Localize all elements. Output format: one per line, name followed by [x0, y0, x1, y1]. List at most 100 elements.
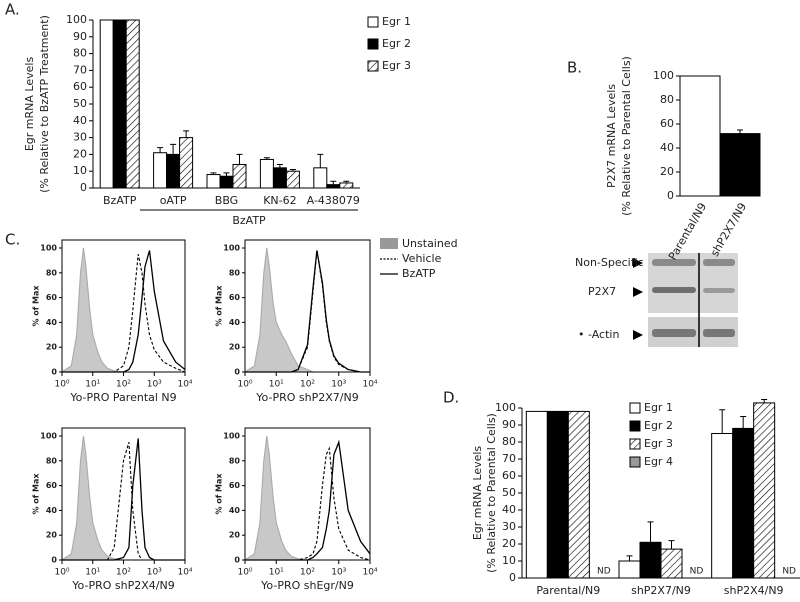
bar — [660, 548, 683, 579]
error-bar — [668, 540, 675, 550]
legend-swatch — [629, 438, 641, 450]
error-bar — [719, 409, 726, 434]
y-tick-label: 80 — [660, 93, 674, 106]
bar — [639, 541, 662, 579]
y-axis-label: % of Max — [215, 473, 224, 515]
y-tick-label: 20 — [73, 147, 87, 160]
y-tick-label: 80 — [229, 456, 241, 465]
legend-swatch — [367, 60, 379, 72]
area-fill — [245, 436, 370, 560]
group-label: BzATP — [232, 214, 266, 227]
y-tick-label: 60 — [229, 481, 241, 490]
y-tick-label: 40 — [46, 506, 58, 515]
x-tick-label: 10⁴ — [177, 380, 192, 390]
y-tick-label: 0 — [509, 571, 516, 584]
x-axis-label: Yo-PRO shP2X4/N9 — [71, 579, 174, 592]
y-tick-label: 100 — [40, 432, 57, 441]
bar — [711, 433, 734, 579]
error-bar — [170, 143, 177, 155]
y-tick-label: 0 — [667, 189, 674, 202]
x-tick-label: 10³ — [147, 568, 162, 578]
y-tick-label: 10 — [502, 554, 516, 567]
bar — [525, 410, 548, 579]
y-tick-label: 100 — [223, 432, 240, 441]
x-tick-label: 10³ — [331, 568, 346, 578]
y-tick-label: 40 — [73, 114, 87, 127]
legend-label: Egr 2 — [644, 419, 673, 432]
legend-swatch — [367, 38, 379, 50]
blot-label: • -Actin — [578, 328, 619, 341]
x-tick-label: 10⁰ — [237, 568, 252, 578]
y-tick-label: 60 — [502, 469, 516, 482]
y-tick-label: 0 — [234, 368, 240, 377]
y-tick-label: 80 — [46, 268, 58, 277]
x-tick-label: 10³ — [147, 380, 162, 390]
x-tick-label: 10⁴ — [177, 568, 192, 578]
nd-label: ND — [597, 567, 611, 577]
y-tick-label: 20 — [229, 531, 241, 540]
error-bar — [626, 555, 633, 561]
y-tick-label: 30 — [502, 520, 516, 533]
y-tick-label: 50 — [502, 486, 516, 499]
error-bar — [343, 180, 350, 183]
y-tick-label: 20 — [502, 537, 516, 550]
legend-label: Vehicle — [402, 252, 442, 265]
error-bar — [236, 153, 243, 165]
y-tick-label: 90 — [73, 30, 87, 43]
x-tick-label: 10² — [300, 380, 315, 390]
legend-label: Egr 1 — [382, 15, 411, 28]
y-tick-label: 100 — [66, 13, 87, 26]
error-bar — [210, 172, 217, 175]
bar — [546, 410, 569, 579]
x-axis-label: Yo-PRO Parental N9 — [69, 391, 176, 404]
panel-label: A. — [5, 1, 20, 19]
x-tick-label: 10¹ — [269, 568, 284, 578]
y-axis-label: (% Relative to BzATP Treatment) — [38, 15, 51, 193]
legend-label: BzATP — [402, 267, 436, 280]
y-tick-label: 40 — [46, 318, 58, 327]
panel-label: D. — [443, 389, 459, 407]
bar — [125, 19, 140, 189]
x-axis-label: Yo-PRO shP2X7/N9 — [255, 391, 358, 404]
y-tick-label: 100 — [495, 401, 516, 414]
y-tick-label: 80 — [73, 47, 87, 60]
bar — [112, 19, 127, 189]
x-axis-label: Yo-PRO shEgr/N9 — [260, 579, 354, 592]
y-axis-label: P2X7 mRNA Levels — [605, 84, 618, 188]
bar — [326, 184, 341, 189]
x-tick-label: shP2X4/N9 — [724, 584, 784, 597]
legend-swatch — [629, 420, 641, 432]
y-tick-label: 40 — [229, 506, 241, 515]
y-axis-label: % of Max — [215, 285, 224, 327]
y-tick-label: 70 — [73, 63, 87, 76]
area-fill — [62, 436, 185, 560]
error-bar — [740, 416, 747, 429]
bar — [719, 133, 761, 197]
x-tick-label: BBG — [215, 194, 238, 207]
x-tick-label: 10⁰ — [54, 380, 69, 390]
error-bar — [317, 153, 324, 168]
y-tick-label: 40 — [229, 318, 241, 327]
legend-label: Egr 3 — [644, 437, 673, 450]
x-tick-label: 10¹ — [269, 380, 284, 390]
bar — [313, 167, 328, 189]
legend-swatch — [629, 456, 641, 468]
blot-label: Non-Specific — [575, 256, 644, 269]
y-axis-label: (% Relative to Parental Cells) — [485, 413, 498, 573]
y-tick-label: 60 — [46, 481, 58, 490]
error-bar — [647, 521, 654, 543]
x-tick-label: 10⁴ — [362, 380, 377, 390]
y-tick-label: 80 — [229, 268, 241, 277]
bar — [272, 167, 287, 189]
error-bar — [263, 157, 270, 160]
x-tick-label: 10⁰ — [237, 380, 252, 390]
y-axis-label: % of Max — [32, 473, 41, 515]
bar — [339, 182, 354, 189]
y-tick-label: 90 — [502, 418, 516, 431]
y-tick-label: 70 — [502, 452, 516, 465]
x-tick-label: oATP — [160, 194, 187, 207]
x-tick-label: 10² — [116, 380, 131, 390]
y-tick-label: 20 — [46, 343, 58, 352]
x-tick-label: 10³ — [331, 380, 346, 390]
bar — [179, 137, 194, 189]
